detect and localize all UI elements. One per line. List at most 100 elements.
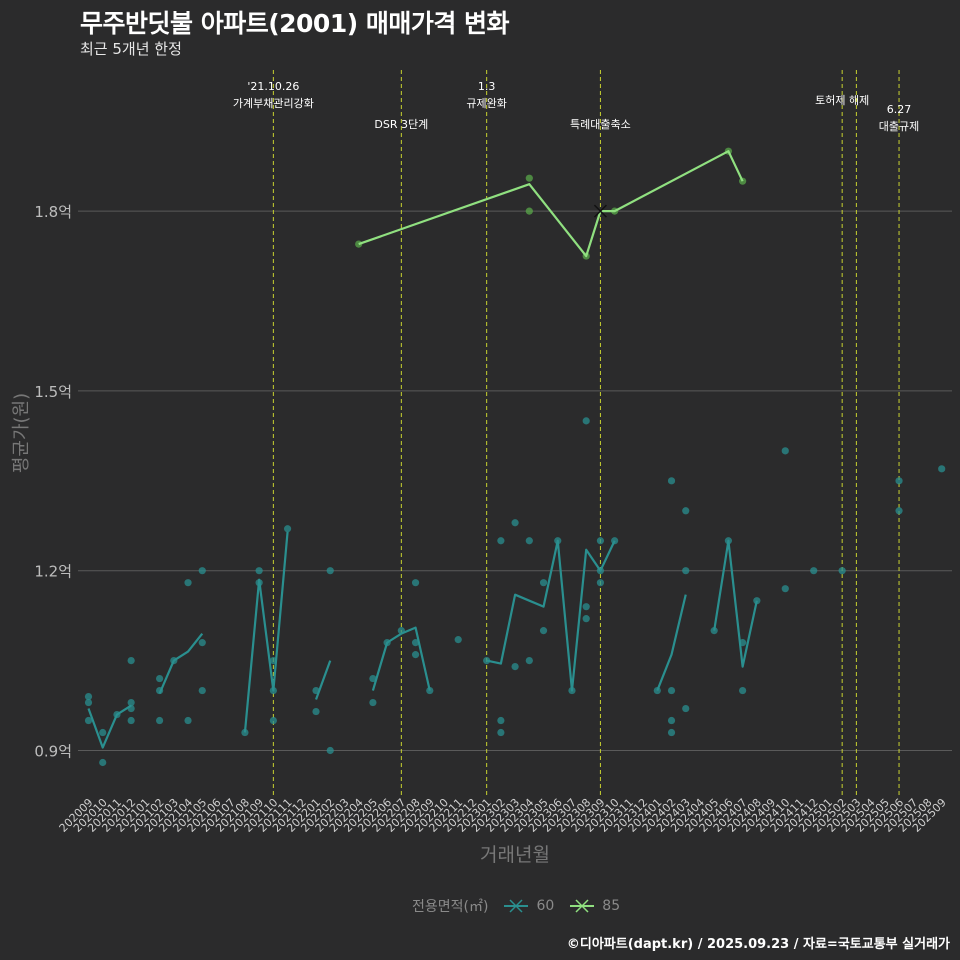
data-point-60: [511, 662, 519, 671]
data-point-60: [184, 579, 192, 587]
data-point-60: [411, 579, 420, 587]
data-point-60: [667, 477, 676, 485]
data-point-60: [838, 567, 846, 575]
y-tick-label: 0.9억: [34, 743, 72, 761]
data-point-60: [781, 447, 789, 455]
data-point-60: [497, 716, 505, 725]
x-axis-label: 거래년월: [480, 844, 550, 866]
y-tick-label: 1.2억: [34, 563, 72, 581]
data-point-60: [156, 716, 164, 725]
data-point-60: [667, 728, 676, 737]
data-point-60: [369, 674, 377, 683]
data-point-60: [539, 579, 548, 587]
chart-subtitle: 최근 5개년 한정: [80, 40, 182, 58]
series-line-60-4: [371, 626, 431, 691]
data-point-60: [326, 567, 334, 575]
data-point-60: [269, 716, 277, 725]
data-point-60: [682, 507, 690, 515]
data-point-60: [312, 707, 320, 716]
event-label: 규제완화: [466, 97, 506, 110]
data-point-60: [255, 567, 263, 575]
series-line-60-2: [243, 531, 289, 733]
series-line-60-5: [486, 539, 616, 692]
data-point-60: [667, 716, 676, 725]
legend-item-60: 60: [502, 898, 562, 914]
data-point-60: [810, 567, 818, 575]
data-point-60: [127, 657, 135, 665]
data-point-60: [497, 728, 505, 737]
data-point-60: [198, 567, 206, 575]
data-point-60: [283, 525, 292, 533]
data-point-60: [596, 579, 605, 587]
data-point-60: [582, 615, 590, 623]
data-point-60: [127, 698, 135, 707]
event-label: 1.3: [478, 80, 496, 93]
series-line-85-0: [358, 150, 744, 258]
event-label: 대출규제: [879, 120, 919, 133]
data-point-60: [895, 477, 903, 485]
event-label: 특례대출축소: [570, 118, 631, 131]
legend-title: 전용면적(㎡): [412, 899, 489, 915]
data-point-60: [127, 716, 135, 725]
data-point-60: [241, 728, 249, 737]
data-point-60: [84, 698, 93, 707]
data-point-60: [497, 537, 505, 545]
legend: 전용면적(㎡) 60 85: [412, 896, 628, 916]
data-point-60: [84, 692, 93, 701]
series-line-60-6: [656, 594, 687, 691]
data-point-60: [198, 639, 206, 647]
data-point-60: [511, 519, 519, 527]
data-point-85: [525, 207, 533, 215]
series-line-60-7: [713, 539, 758, 668]
data-point-60: [596, 537, 605, 545]
data-point-60: [682, 567, 690, 575]
data-point-60: [739, 686, 747, 695]
x-tick-layer: 2020092020102020112020122021012021022021…: [57, 796, 949, 835]
data-point-60: [411, 639, 420, 647]
legend-label-60: 60: [536, 898, 555, 914]
series-line-60-3: [314, 660, 332, 700]
data-point-60: [454, 636, 462, 644]
data-point-60: [184, 716, 192, 725]
series-line-60-0: [87, 704, 132, 749]
event-label: '21.10.26: [247, 80, 299, 93]
legend-swatch-85: [570, 899, 595, 913]
data-point-60: [369, 698, 377, 707]
data-point-60: [525, 657, 533, 665]
footer-credit: ©디아파트(dapt.kr) / 2025.09.23 / 자료=국토교통부 실…: [566, 937, 950, 952]
event-label: DSR 3단계: [374, 118, 428, 131]
legend-item-85: 85: [568, 898, 628, 914]
y-tick-label: 1.8억: [34, 203, 72, 221]
legend-label-85: 85: [602, 898, 621, 914]
data-point-60: [781, 585, 789, 593]
series-line-60-1: [158, 632, 204, 695]
cross-marker-b: [593, 204, 607, 218]
data-point-60: [582, 603, 590, 611]
data-point-60: [426, 686, 434, 695]
chart-title: 무주반딧불 아파트(2001) 매매가격 변화: [80, 9, 510, 38]
data-point-60: [99, 758, 107, 767]
event-label: 6.27: [887, 103, 912, 116]
data-point-60: [198, 686, 206, 695]
data-point-60: [326, 746, 334, 755]
data-point-60: [667, 686, 676, 695]
data-point-60: [539, 627, 548, 635]
data-point-60: [84, 716, 93, 725]
grid-layer: 0.9억 1.2억 1.5억 1.8억: [34, 203, 952, 761]
data-point-60: [682, 704, 690, 713]
data-point-60: [411, 651, 420, 659]
data-point-60: [582, 417, 590, 425]
data-point-85: [525, 174, 533, 182]
data-point-60: [895, 507, 903, 515]
y-axis-label: 평균가(원): [11, 392, 32, 474]
legend-swatch-60: [504, 899, 529, 913]
data-point-60: [938, 465, 946, 473]
data-point-60: [156, 674, 164, 683]
event-label: 토허제 해제: [815, 93, 869, 107]
series-layer: [84, 147, 946, 767]
data-point-60: [525, 537, 533, 545]
event-label: 가계부채관리강화: [233, 97, 314, 110]
y-tick-label: 1.5억: [34, 383, 72, 401]
